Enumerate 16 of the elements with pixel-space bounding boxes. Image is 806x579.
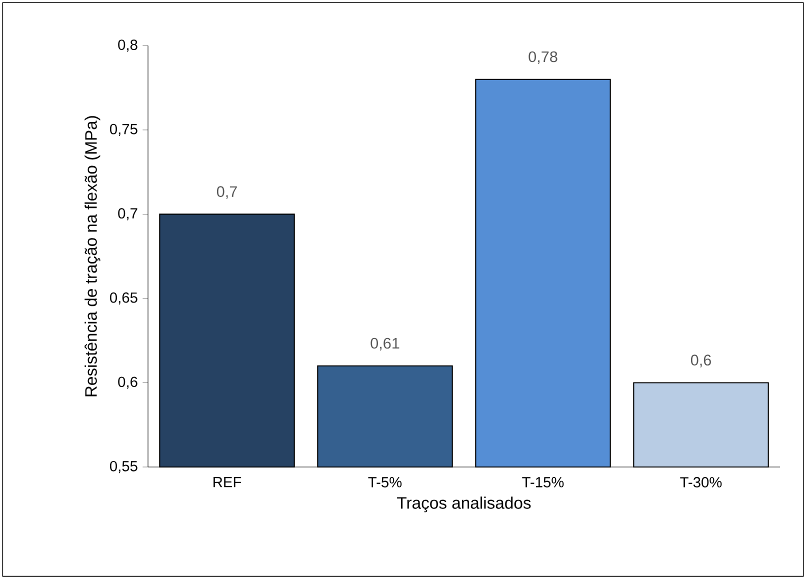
y-tick-label: 0,55 [110, 460, 138, 474]
data-label: 0,6 [690, 354, 711, 368]
x-tick-label: T-30% [680, 477, 722, 488]
data-label: 0,61 [370, 338, 400, 351]
y-axis-title: Resistência de tração na flexão (MPa) [84, 116, 100, 396]
y-tick-label: 0,7 [118, 208, 138, 220]
x-axis-title: Traços analisados [397, 496, 531, 512]
y-tick-label: 0,75 [110, 124, 138, 136]
data-label: 0,78 [528, 51, 558, 64]
data-label: 0,7 [216, 186, 237, 199]
x-tick-label: T-5% [368, 477, 402, 488]
x-tick-label: REF [214, 477, 242, 488]
x-tick-label: T-15% [522, 477, 564, 488]
y-tick-label: 0,8 [118, 40, 138, 52]
y-tick-label: 0,6 [118, 376, 138, 389]
y-tick-label: 0,65 [110, 292, 138, 305]
